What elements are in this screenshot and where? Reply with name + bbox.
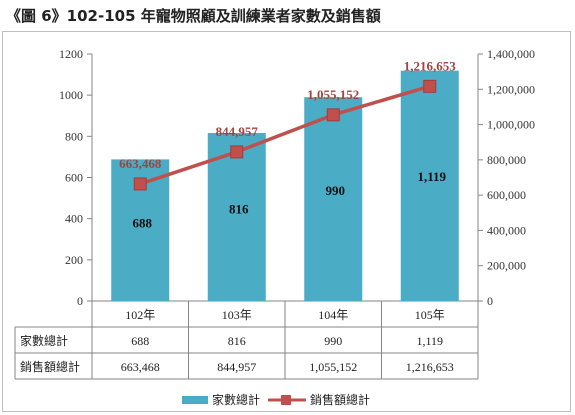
y2-axis-tick-label: 200,000 xyxy=(487,259,526,273)
sales-point-2 xyxy=(326,108,340,122)
y2-axis-tick-label: 600,000 xyxy=(487,188,526,202)
x-axis-tick-label: 102年 xyxy=(125,308,155,322)
y-axis-tick-label: 1200 xyxy=(59,47,83,61)
sales-data-label: 1,216,653 xyxy=(404,58,457,73)
y-axis-tick-label: 400 xyxy=(65,212,83,226)
y2-axis-tick-label: 0 xyxy=(487,294,493,308)
y2-axis-tick-label: 800,000 xyxy=(487,153,526,167)
sales-point-0 xyxy=(133,177,147,191)
y-axis-tick-label: 1000 xyxy=(59,88,83,102)
y2-axis-tick-label: 1,000,000 xyxy=(487,118,535,132)
table-cell: 844,957 xyxy=(217,360,256,374)
x-axis-tick-label: 103年 xyxy=(222,308,252,322)
y2-axis-tick-label: 400,000 xyxy=(487,223,526,237)
table-row-label: 銷售額總計 xyxy=(20,359,80,374)
count-data-label: 990 xyxy=(326,183,346,198)
legend-label-sales: 銷售額總計 xyxy=(310,392,370,407)
table-cell: 1,119 xyxy=(416,334,443,348)
legend-swatch-count xyxy=(182,396,208,404)
sales-data-label: 1,055,152 xyxy=(307,87,359,102)
y2-axis-tick-label: 1,200,000 xyxy=(487,82,535,96)
count-data-label: 816 xyxy=(229,202,249,217)
legend-marker-sales xyxy=(281,395,291,405)
y-axis-tick-label: 200 xyxy=(65,253,83,267)
sales-line xyxy=(139,84,431,186)
sales-point-3 xyxy=(423,79,437,93)
bar-3 xyxy=(400,70,459,301)
table-cell: 816 xyxy=(228,334,246,348)
table-cell: 1,216,653 xyxy=(406,360,454,374)
sales-data-label: 663,468 xyxy=(119,156,162,171)
chart-frame xyxy=(2,31,571,412)
table-cell: 688 xyxy=(131,334,149,348)
sales-point-1 xyxy=(230,145,244,159)
table-cell: 1,055,152 xyxy=(309,360,357,374)
count-data-label: 688 xyxy=(133,215,153,230)
y-axis-tick-label: 600 xyxy=(65,171,83,185)
legend-label-count: 家數總計 xyxy=(212,392,260,407)
x-axis-tick-label: 104年 xyxy=(318,308,348,322)
count-data-label: 1,119 xyxy=(417,169,446,184)
x-axis-tick-label: 105年 xyxy=(415,308,445,322)
sales-data-label: 844,957 xyxy=(216,124,259,139)
bar-1 xyxy=(207,133,266,301)
y-axis-tick-label: 800 xyxy=(65,129,83,143)
chart-title: 《圖 6》102-105 年寵物照顧及訓練業者家數及銷售額 xyxy=(6,7,381,25)
table-row-label: 家數總計 xyxy=(20,333,68,348)
table-cell: 663,468 xyxy=(121,360,160,374)
table-cell: 990 xyxy=(324,334,342,348)
y2-axis-tick-label: 1,400,000 xyxy=(487,47,535,61)
bar-2 xyxy=(304,97,363,301)
y-axis-tick-label: 0 xyxy=(77,294,83,308)
